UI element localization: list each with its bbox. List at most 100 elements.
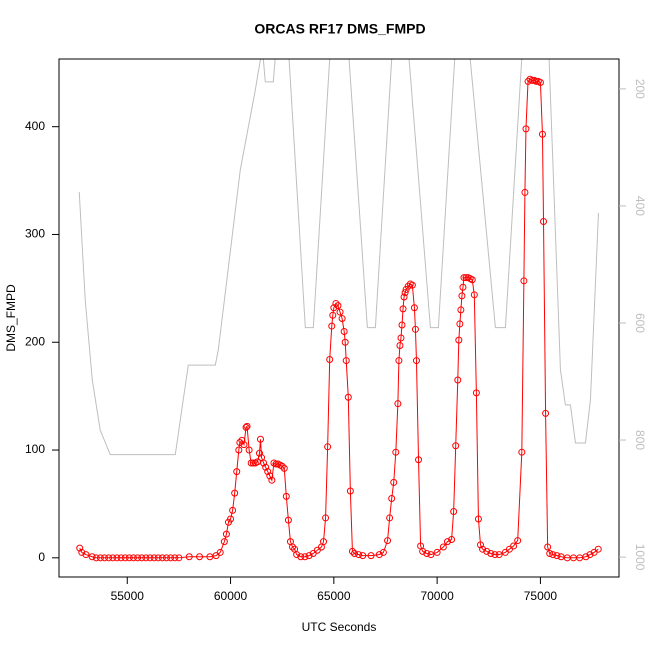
data-point — [439, 543, 447, 551]
data-point — [154, 554, 162, 562]
data-point — [297, 553, 305, 561]
data-point — [455, 336, 463, 344]
data-point — [487, 550, 495, 558]
data-point — [462, 274, 470, 282]
data-point — [266, 472, 274, 480]
data-point — [185, 553, 193, 561]
data-point — [397, 334, 405, 342]
data-point — [411, 325, 419, 333]
data-point — [235, 446, 243, 454]
data-point — [479, 545, 487, 553]
data-point — [134, 554, 142, 562]
data-point — [359, 552, 367, 560]
data-point — [532, 77, 540, 85]
data-point — [243, 422, 251, 430]
data-point — [117, 554, 125, 562]
data-point — [231, 489, 239, 497]
y2-tick-label: 1000 — [633, 544, 647, 571]
x-tick-label: 60000 — [214, 589, 248, 603]
plot-area — [76, 59, 602, 562]
data-point — [399, 305, 407, 313]
data-point — [400, 293, 408, 301]
plot-frame — [58, 58, 620, 578]
data-point — [342, 357, 350, 365]
data-point — [338, 315, 346, 323]
data-point — [459, 283, 467, 291]
data-point — [346, 487, 354, 495]
data-point — [410, 304, 418, 312]
data-point — [324, 443, 332, 451]
data-point — [594, 545, 602, 553]
data-point — [328, 322, 336, 330]
data-point — [92, 554, 100, 562]
data-point — [301, 553, 309, 561]
data-point — [491, 551, 499, 559]
data-point — [521, 188, 529, 196]
data-point — [109, 554, 117, 562]
y-tick-label: 300 — [25, 227, 45, 241]
x-tick-label: 65000 — [317, 589, 351, 603]
data-point — [350, 550, 358, 558]
data-point — [138, 554, 146, 562]
data-point — [398, 321, 406, 329]
data-point — [105, 554, 113, 562]
data-point — [536, 78, 544, 86]
data-point — [233, 468, 241, 476]
data-point — [375, 551, 383, 559]
data-point — [546, 550, 554, 558]
data-point — [586, 551, 594, 559]
y-tick-label: 100 — [25, 442, 45, 456]
x-tick-label: 75000 — [524, 589, 558, 603]
y-tick-label: 0 — [38, 550, 45, 564]
data-point — [379, 548, 387, 556]
data-point — [196, 553, 204, 561]
data-point — [76, 544, 84, 552]
data-point — [448, 535, 456, 543]
data-point — [255, 449, 263, 457]
x-axis-label: UTC Seconds — [302, 620, 377, 634]
data-point — [419, 547, 427, 555]
data-point — [401, 289, 409, 297]
data-point — [510, 542, 518, 550]
data-point — [341, 338, 349, 346]
data-point — [415, 456, 423, 464]
data-point — [340, 327, 348, 335]
data-point — [322, 514, 330, 522]
data-point — [384, 537, 392, 545]
data-point — [423, 550, 431, 558]
data-point — [427, 551, 435, 559]
data-point — [386, 514, 394, 522]
data-point — [268, 476, 276, 484]
chart-title: ORCAS RF17 DMS_FMPD — [254, 21, 425, 37]
data-point — [229, 506, 237, 514]
data-point — [520, 277, 528, 285]
y-axis-label: DMS_FMPD — [4, 284, 18, 352]
data-point — [329, 311, 337, 319]
data-point — [150, 554, 158, 562]
data-point — [330, 304, 338, 312]
data-point — [163, 554, 171, 562]
data-point — [443, 538, 451, 546]
x-tick-label: 70000 — [420, 589, 454, 603]
data-point — [326, 355, 334, 363]
data-point — [305, 552, 313, 560]
data-point — [394, 400, 402, 408]
data-point — [293, 551, 301, 559]
data-point — [514, 537, 522, 545]
data-point — [457, 306, 465, 314]
data-point — [78, 548, 86, 556]
data-point — [450, 507, 458, 515]
data-point — [454, 376, 462, 384]
data-point — [395, 357, 403, 365]
data-point — [518, 448, 526, 456]
data-point — [544, 543, 552, 551]
data-point — [256, 435, 264, 443]
data-point — [236, 438, 244, 446]
data-point — [367, 552, 375, 560]
data-point — [412, 357, 420, 365]
data-point — [336, 308, 344, 316]
data-point — [125, 554, 133, 562]
data-point — [553, 552, 561, 560]
data-point — [278, 462, 286, 470]
